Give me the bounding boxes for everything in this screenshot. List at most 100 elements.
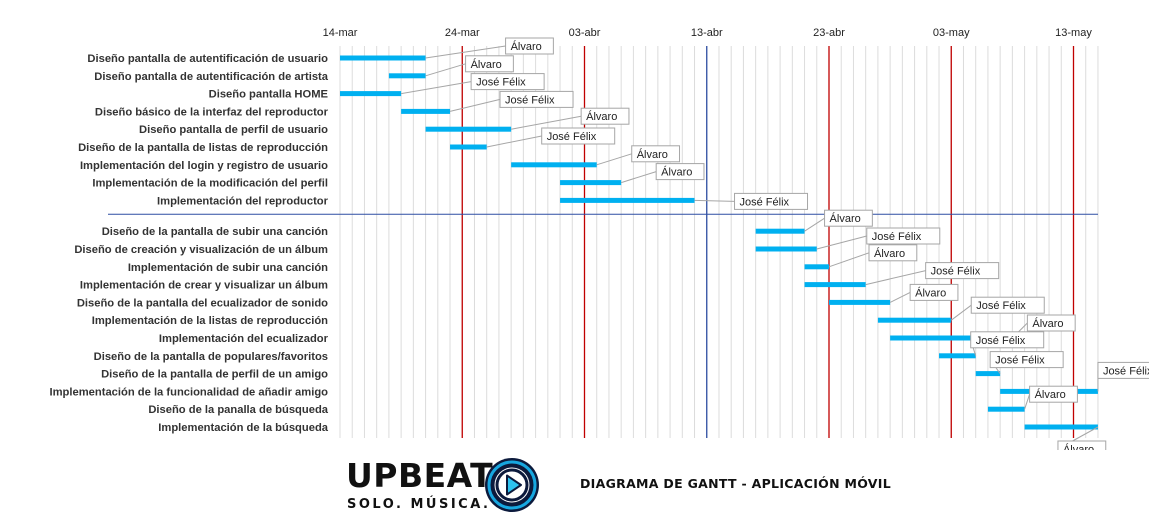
- footer: UPBEAT SOLO. MÚSICA. DIAGRAMA DE GANTT -…: [0, 448, 1149, 523]
- callout-leader: [1024, 394, 1031, 410]
- callout-box: [631, 145, 681, 163]
- callout-box: [734, 192, 809, 210]
- callout-box: [655, 163, 705, 181]
- logo-wordmark: UPBEAT: [346, 456, 494, 495]
- task-bar: [975, 371, 1001, 377]
- callout-box: [970, 331, 1045, 349]
- callout-box: [580, 107, 630, 125]
- callout-box: [1029, 385, 1078, 403]
- callout-box: [465, 55, 514, 73]
- callout-box: [541, 127, 616, 145]
- callout-leader: [621, 171, 657, 184]
- callout-leader: [486, 135, 542, 148]
- x-tick-label: 13-may: [1055, 27, 1092, 39]
- callout-box: [505, 37, 554, 55]
- owner-label: José Félix: [976, 335, 1026, 347]
- task-bar: [755, 246, 817, 252]
- callout-box: [499, 90, 574, 108]
- owner-label: Álvaro: [1035, 388, 1066, 401]
- callout-box: [989, 351, 1064, 369]
- x-tick-label: 24-mar: [445, 27, 480, 39]
- task-label: Implementación del login y registro de u…: [80, 160, 328, 172]
- task-bar: [560, 197, 695, 203]
- task-label: Implementación del ecualizador: [159, 333, 329, 345]
- chart-title: DIAGRAMA DE GANTT - APLICACIÓN MÓVIL: [580, 476, 892, 491]
- owner-label: Álvaro: [1063, 443, 1094, 450]
- task-label: Diseño pantalla de autentificación de ar…: [94, 71, 329, 83]
- task-bar: [1024, 424, 1098, 430]
- callout-leader: [425, 63, 466, 77]
- play-icon: [485, 458, 539, 512]
- callout-leader: [425, 45, 506, 59]
- task-bar: [425, 126, 512, 132]
- callout-box: [1026, 314, 1076, 332]
- owner-label: Álvaro: [830, 212, 861, 225]
- callout-box: [1057, 440, 1107, 450]
- owner-label: José Félix: [476, 77, 526, 89]
- callout-box: [1097, 361, 1149, 379]
- task-label: Implementación de la modificación del pe…: [92, 178, 328, 190]
- task-bar: [829, 299, 891, 305]
- callout-leader: [865, 270, 926, 286]
- x-axis-ticks: 14-mar 24-mar 03-abr 13-abr 23-abr 03-may 13-m…: [323, 27, 1093, 39]
- task-label: Implementación del reproductor: [157, 195, 329, 207]
- task-label: Implementación de la listas de reproducc…: [92, 315, 328, 327]
- task-bar: [511, 162, 597, 168]
- owner-label: José Félix: [1103, 365, 1149, 377]
- task-label: Diseño de la panalla de búsqueda: [148, 404, 328, 416]
- task-bar: [755, 228, 805, 234]
- task-label: Diseño de la pantalla de populares/favor…: [94, 351, 328, 363]
- owner-label: Álvaro: [915, 286, 946, 299]
- task-label: Diseño de la pantalla de perfil de un am…: [101, 369, 328, 381]
- task-bar: [450, 144, 487, 150]
- owner-label: José Félix: [995, 355, 1045, 367]
- callout-box: [909, 283, 959, 301]
- callout-leader: [401, 81, 472, 95]
- task-label: Diseño de la pantalla de subir una canci…: [102, 226, 328, 238]
- owner-label: Álvaro: [661, 166, 692, 179]
- callout-box: [824, 209, 873, 227]
- callout-box: [925, 262, 1000, 280]
- x-tick-label: 03-abr: [569, 27, 601, 39]
- owner-label: José Félix: [872, 231, 922, 243]
- task-bar: [388, 73, 426, 79]
- owner-label: Álvaro: [511, 40, 542, 53]
- callout-leader: [804, 217, 825, 232]
- task-label: Implementación de la búsqueda: [158, 422, 328, 434]
- task-label: Diseño pantalla de autentificación de us…: [87, 53, 328, 65]
- task-bar: [890, 335, 1013, 341]
- callout-leader: [694, 199, 735, 202]
- task-labels: Diseño pantalla de autentificación de us…: [50, 53, 329, 434]
- task-bars: [340, 55, 1098, 430]
- upbeat-logo: UPBEAT SOLO. MÚSICA.: [346, 454, 546, 514]
- task-bar: [340, 91, 402, 97]
- callout-box: [868, 244, 918, 262]
- callout-leader: [828, 252, 870, 268]
- owner-label: Álvaro: [637, 148, 668, 161]
- x-tick-label: 03-may: [933, 27, 970, 39]
- callout-leader: [511, 115, 582, 130]
- task-bar: [804, 264, 829, 270]
- callout-box: [470, 73, 545, 91]
- task-bar: [987, 406, 1025, 412]
- callout-leader: [950, 304, 972, 321]
- callout-box: [866, 227, 941, 245]
- task-label: Diseño pantalla HOME: [209, 89, 329, 101]
- owner-label: José Félix: [505, 94, 555, 106]
- logo-tagline: SOLO. MÚSICA.: [347, 497, 491, 512]
- task-label: Implementación de crear y visualizar un …: [80, 280, 328, 292]
- owner-label: Álvaro: [471, 58, 502, 71]
- task-label: Diseño de la pantalla de listas de repro…: [78, 142, 328, 154]
- task-bar: [877, 317, 952, 323]
- task-bar: [401, 108, 451, 114]
- callout-box: [970, 296, 1045, 314]
- callout-leader: [449, 98, 501, 112]
- task-label: Implementación de subir una canción: [128, 262, 328, 274]
- owner-label: José Félix: [740, 196, 790, 208]
- owner-label: José Félix: [547, 131, 597, 143]
- task-bar: [340, 55, 426, 61]
- owner-label: Álvaro: [1032, 317, 1063, 330]
- x-tick-label: 14-mar: [323, 27, 358, 39]
- owner-label: José Félix: [931, 266, 981, 278]
- callout-leader: [816, 235, 867, 250]
